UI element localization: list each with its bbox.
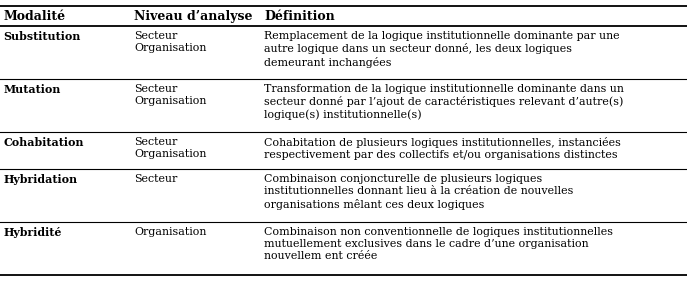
Text: Organisation: Organisation — [134, 226, 206, 237]
Text: Secteur
Organisation: Secteur Organisation — [134, 31, 206, 53]
Text: Cohabitation: Cohabitation — [3, 137, 84, 148]
Text: Secteur: Secteur — [134, 174, 177, 183]
Text: Combinaison conjoncturelle de plusieurs logiques
institutionnelles donnant lieu : Combinaison conjoncturelle de plusieurs … — [264, 174, 574, 210]
Text: Hybridation: Hybridation — [3, 174, 78, 185]
Text: Définition: Définition — [264, 10, 335, 23]
Text: Hybridité: Hybridité — [3, 226, 62, 238]
Text: Secteur
Organisation: Secteur Organisation — [134, 83, 206, 106]
Text: Remplacement de la logique institutionnelle dominante par une
autre logique dans: Remplacement de la logique institutionne… — [264, 31, 620, 68]
Text: Modalité: Modalité — [3, 10, 65, 23]
Text: Combinaison non conventionnelle de logiques institutionnelles
mutuellement exclu: Combinaison non conventionnelle de logiq… — [264, 226, 613, 261]
Text: Cohabitation de plusieurs logiques institutionnelles, instanciées
respectivement: Cohabitation de plusieurs logiques insti… — [264, 137, 621, 160]
Text: Niveau d’analyse: Niveau d’analyse — [134, 10, 252, 23]
Text: Transformation de la logique institutionnelle dominante dans un
secteur donné pa: Transformation de la logique institution… — [264, 83, 624, 121]
Text: Mutation: Mutation — [3, 83, 61, 95]
Text: Substitution: Substitution — [3, 31, 81, 42]
Text: Secteur
Organisation: Secteur Organisation — [134, 137, 206, 159]
